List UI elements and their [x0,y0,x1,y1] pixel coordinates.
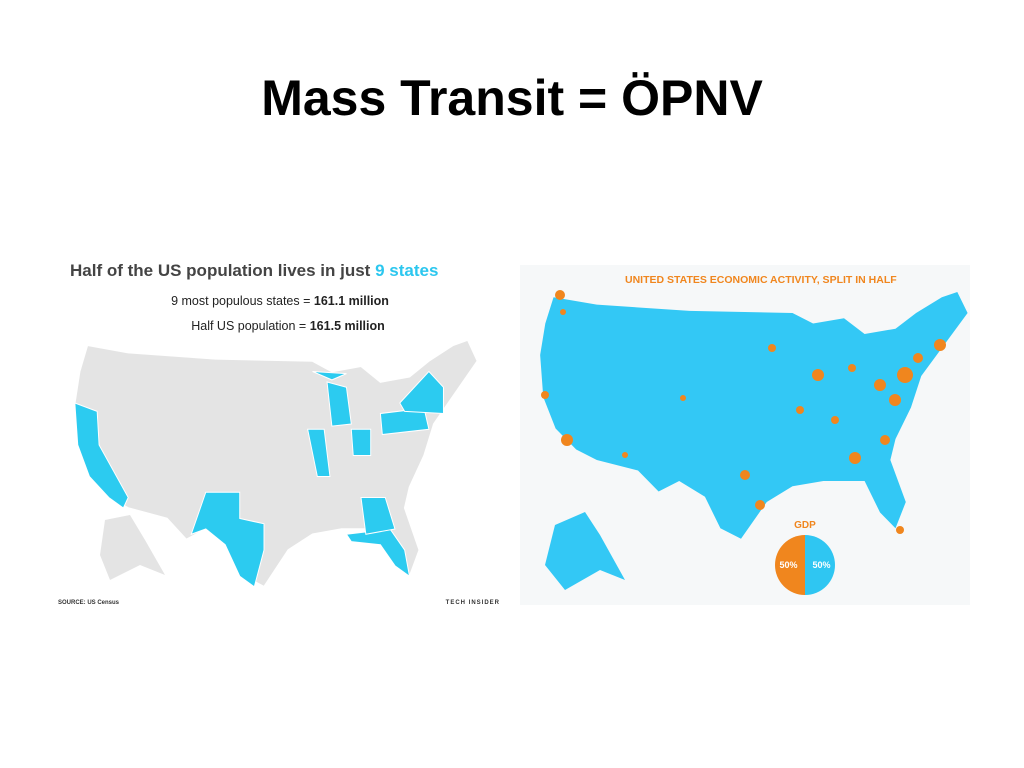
stat-value: 161.1 million [314,294,389,308]
map-title-highlight: 9 states [375,261,438,280]
left-map: Half of the US population lives in just … [55,250,505,610]
state [74,402,129,509]
stat-label: Half US population = [191,319,306,333]
source: SOURCE: US Census [58,600,120,606]
slide-title: Mass Transit = ÖPNV [261,70,763,126]
pie-chart: 50% 50% [775,535,835,595]
map-title: Half of the US population lives in just … [70,261,438,280]
right-map: UNITED STATES ECONOMIC ACTIVITY, SPLIT I… [520,265,970,605]
metro-areas [541,290,946,534]
alaska [100,515,165,580]
state [360,496,396,535]
map-title: UNITED STATES ECONOMIC ACTIVITY, SPLIT I… [625,274,897,286]
pie-slice [805,535,835,595]
stat-line: Half US population = 161.5 million [191,319,385,333]
brand: TECH INSIDER [446,600,500,606]
pie-slice-label: 50% [812,560,830,570]
state [326,381,352,427]
state [350,428,372,457]
pie-label: GDP [794,520,816,531]
state [307,428,331,478]
state [399,370,444,415]
state [190,491,265,588]
state [312,370,347,381]
state [345,528,411,578]
alaska [545,512,625,590]
highlighted-states [74,370,444,588]
stat-label: 9 most populous states = [171,294,310,308]
stat-line: 9 most populous states = 161.1 million [171,294,389,308]
stat-value: 161.5 million [310,319,385,333]
map-title-text: Half of the US population lives in just [70,261,371,280]
pie-slice [775,535,805,595]
pie-slice-label: 50% [779,560,797,570]
us-map [74,339,479,588]
